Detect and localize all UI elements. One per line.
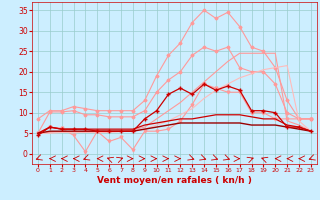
X-axis label: Vent moyen/en rafales ( kn/h ): Vent moyen/en rafales ( kn/h )	[97, 176, 252, 185]
